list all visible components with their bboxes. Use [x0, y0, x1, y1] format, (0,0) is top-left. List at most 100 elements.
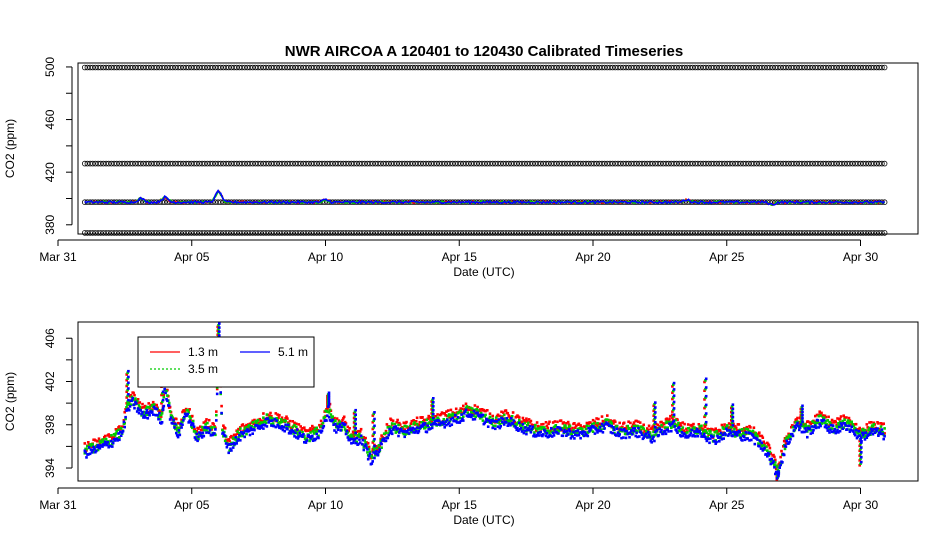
data-point — [252, 422, 255, 426]
reference-marker — [196, 230, 203, 236]
reference-marker — [521, 230, 528, 236]
data-point — [248, 433, 252, 437]
data-point — [758, 431, 761, 434]
y-tick-label: 406 — [43, 328, 57, 348]
data-point — [250, 428, 254, 432]
data-point — [119, 434, 123, 437]
reference-marker — [201, 230, 208, 236]
reference-marker — [633, 230, 640, 236]
spike-point — [371, 427, 375, 431]
spike-point — [216, 325, 219, 329]
reference-marker — [244, 160, 251, 167]
data-point — [846, 419, 850, 422]
reference-marker — [380, 160, 387, 167]
data-point — [462, 412, 466, 415]
data-point — [789, 438, 792, 441]
reference-marker — [764, 160, 771, 167]
reference-marker — [249, 64, 256, 71]
legend-label: 5.1 m — [278, 345, 308, 359]
reference-marker — [737, 160, 744, 167]
data-point — [327, 416, 331, 419]
data-point — [555, 429, 558, 432]
data-point — [849, 428, 853, 431]
data-point — [188, 415, 191, 418]
data-point — [857, 429, 861, 433]
reference-marker — [361, 230, 368, 236]
data-point — [713, 428, 717, 432]
data-point — [550, 427, 553, 430]
reference-marker — [175, 64, 181, 71]
data-point — [600, 422, 604, 426]
data-point — [202, 434, 206, 438]
data-point — [770, 457, 773, 461]
data-point — [611, 431, 614, 435]
spike-point — [126, 388, 129, 392]
data-point — [815, 413, 819, 417]
data-point — [140, 412, 143, 416]
data-point — [308, 428, 311, 432]
data-point — [191, 423, 195, 426]
reference-marker — [471, 230, 477, 236]
data-point — [790, 425, 793, 429]
reference-marker — [409, 230, 416, 236]
data-point — [795, 423, 798, 427]
data-point — [610, 422, 613, 425]
data-point — [702, 430, 705, 434]
reference-marker — [761, 64, 768, 71]
data-point — [551, 431, 555, 435]
data-point — [426, 424, 430, 427]
data-point — [824, 419, 828, 423]
data-point — [140, 414, 143, 417]
data-point — [295, 425, 298, 429]
spike-point — [730, 425, 734, 429]
data-point — [829, 422, 832, 425]
data-point — [274, 412, 278, 415]
data-point — [838, 420, 842, 424]
spike-point — [127, 369, 130, 373]
data-point — [370, 455, 374, 458]
data-point — [478, 408, 482, 411]
reference-marker — [337, 160, 344, 167]
x-axis-title: Date (UTC) — [453, 265, 514, 279]
reference-marker — [615, 160, 621, 167]
reference-marker — [124, 160, 131, 167]
reference-marker — [351, 64, 357, 71]
data-point — [594, 427, 597, 430]
data-point — [802, 425, 805, 428]
data-point — [293, 421, 296, 425]
data-point — [415, 416, 419, 420]
reference-marker — [297, 230, 304, 236]
data-point — [652, 430, 655, 434]
data-point — [702, 428, 705, 431]
reference-marker — [849, 160, 856, 167]
reference-marker — [727, 64, 733, 71]
x-axis: Mar 31 Apr 05 Apr 10 Apr 15 Apr 20 Apr 25 Apr … — [39, 487, 879, 527]
data-point — [195, 435, 198, 439]
data-point — [315, 432, 318, 436]
reference-marker — [127, 160, 133, 167]
data-point — [650, 441, 653, 444]
spike-point — [327, 396, 331, 399]
reference-marker — [689, 64, 696, 71]
reference-marker — [300, 160, 307, 167]
data-point — [592, 422, 596, 425]
reference-marker — [620, 160, 627, 167]
data-point — [285, 415, 288, 418]
spike-point — [653, 412, 656, 416]
reference-marker — [377, 230, 384, 236]
reference-marker — [807, 64, 813, 71]
reference-marker — [543, 230, 549, 236]
data-point — [227, 438, 230, 441]
data-point — [733, 430, 736, 434]
reference-marker — [537, 64, 544, 71]
data-point — [627, 431, 630, 435]
data-point — [559, 419, 563, 422]
reference-marker — [585, 160, 592, 167]
data-point — [825, 422, 829, 426]
spike-point — [800, 418, 803, 422]
data-point — [368, 452, 372, 456]
data-point — [637, 420, 640, 423]
data-point — [449, 408, 453, 412]
data-point — [861, 433, 865, 437]
